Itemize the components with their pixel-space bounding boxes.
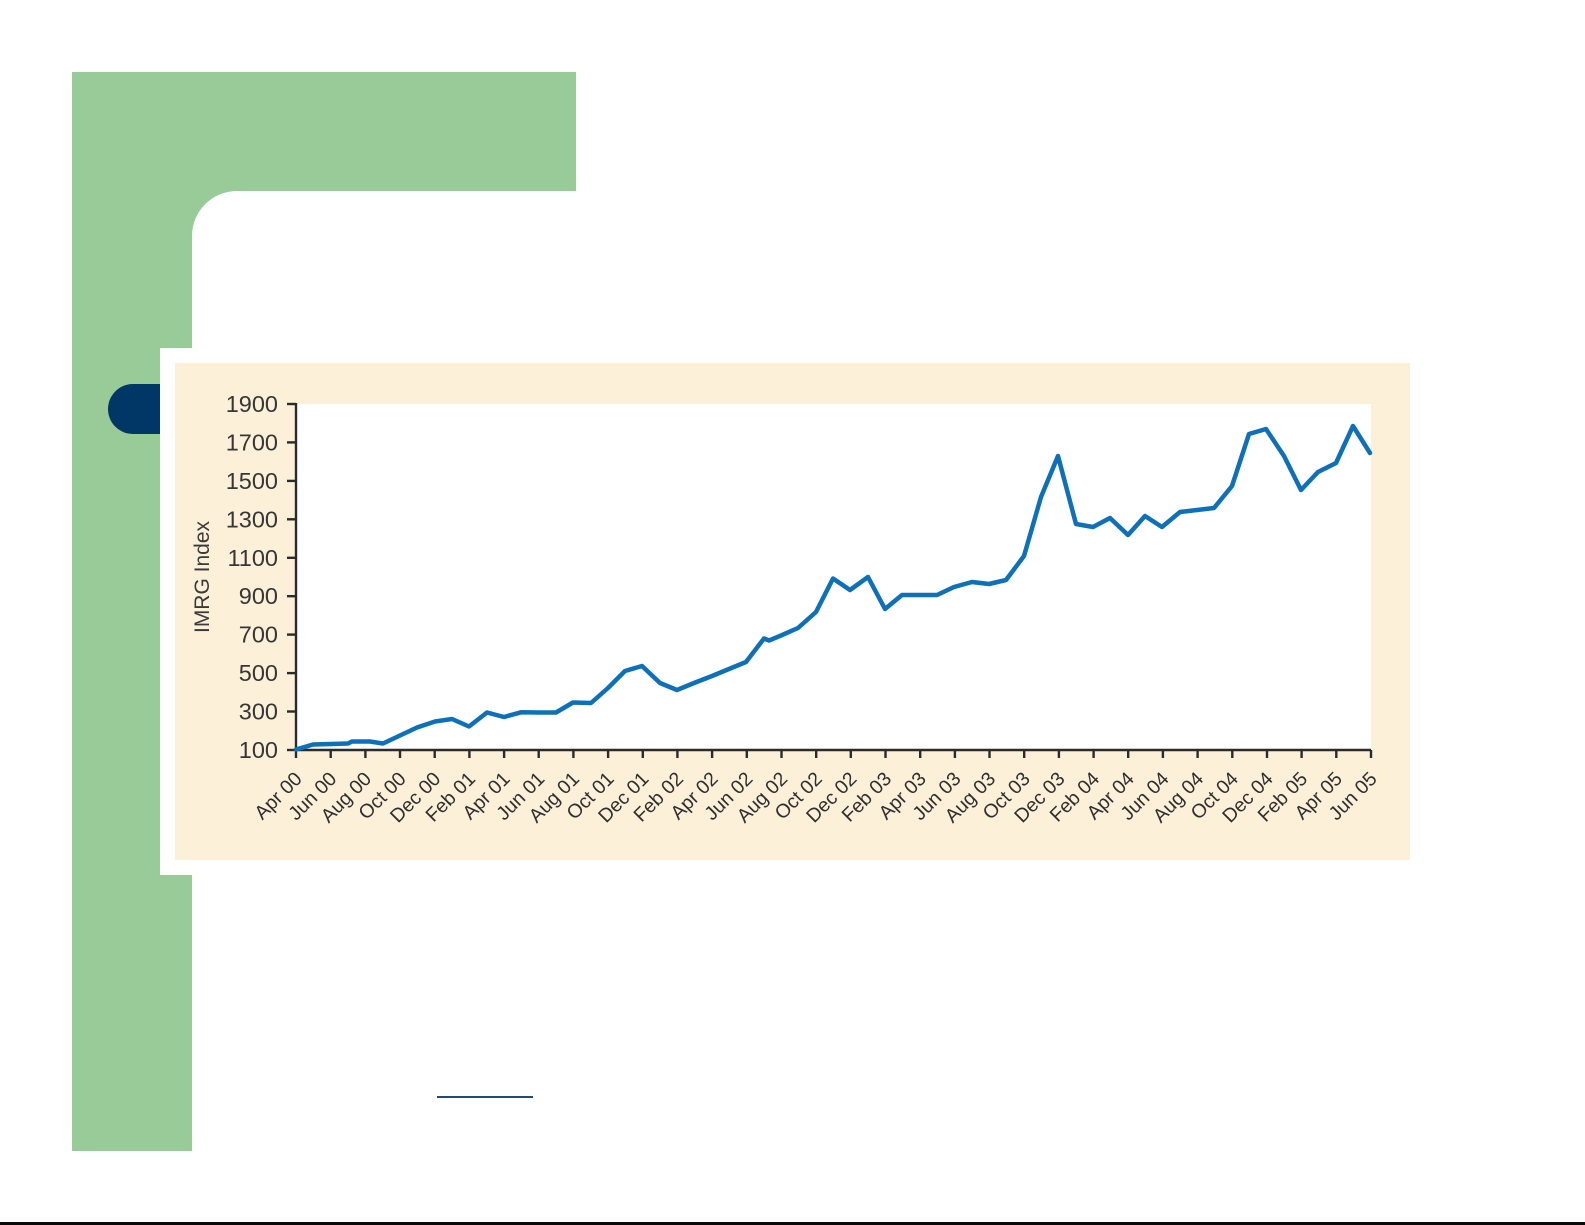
svg-text:1700: 1700 — [226, 429, 278, 455]
svg-text:900: 900 — [239, 583, 278, 609]
svg-text:700: 700 — [239, 622, 278, 648]
svg-text:IMRG Index: IMRG Index — [191, 520, 214, 633]
svg-text:1500: 1500 — [226, 468, 278, 494]
svg-text:1100: 1100 — [227, 545, 278, 571]
svg-text:1900: 1900 — [226, 391, 278, 417]
svg-text:100: 100 — [239, 737, 278, 763]
svg-text:1300: 1300 — [226, 506, 278, 532]
svg-text:300: 300 — [239, 699, 278, 725]
svg-text:500: 500 — [239, 660, 278, 686]
